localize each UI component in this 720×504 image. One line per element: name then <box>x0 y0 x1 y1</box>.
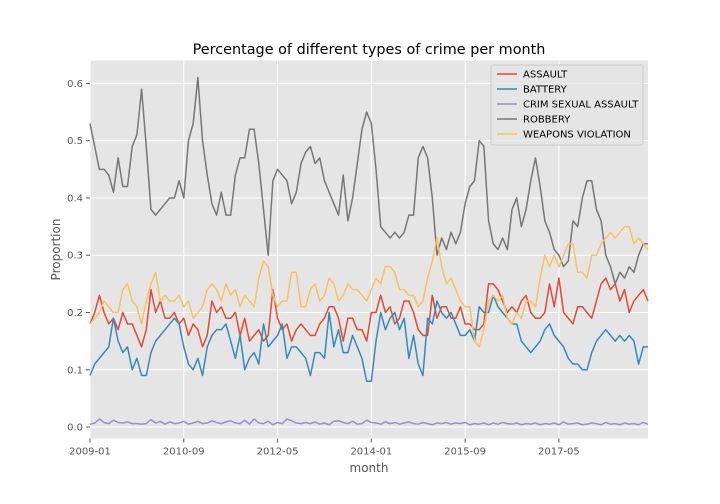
x-tick-label: 2015-09 <box>444 447 486 458</box>
legend-entry: ASSAULT <box>523 70 568 81</box>
x-tick-label: 2010-09 <box>163 447 205 458</box>
y-tick-label: 0.4 <box>67 193 83 204</box>
y-axis-label: Proportion <box>49 219 63 281</box>
x-tick-label: 2014-01 <box>350 447 392 458</box>
y-tick-label: 0.3 <box>67 251 83 262</box>
x-tick-label: 2017-05 <box>538 447 580 458</box>
series-layer <box>89 76 649 426</box>
series-line-weapons-violation <box>89 225 649 348</box>
series-line-crim-sexual-assault <box>89 418 649 426</box>
y-tick-label: 0.2 <box>67 308 83 319</box>
y-tick-label: 0.5 <box>67 136 83 147</box>
series-line-assault <box>89 277 649 348</box>
y-tick-label: 0.6 <box>67 79 83 90</box>
series-line-robbery <box>89 76 648 285</box>
y-tick-label: 0.1 <box>67 365 83 376</box>
x-axis: 2009-01 2010-09 2012-05 2014-01 2015-09 2017-… <box>69 438 580 458</box>
legend-entry: WEAPONS VIOLATION <box>523 130 631 141</box>
legend-entry: ROBBERY <box>523 115 571 126</box>
series-line-battery <box>89 294 648 382</box>
y-tick-label: 0.0 <box>67 423 83 434</box>
x-tick-label: 2009-01 <box>69 447 111 458</box>
y-axis: 0.0 0.1 0.2 0.3 0.4 0.5 0.6 <box>67 79 90 434</box>
chart-title: Percentage of different types of crime p… <box>193 42 546 58</box>
x-tick-label: 2012-05 <box>257 447 299 458</box>
legend-entry: CRIM SEXUAL ASSAULT <box>523 100 639 111</box>
legend-entry: BATTERY <box>523 85 568 96</box>
legend: ASSAULT BATTERY CRIM SEXUAL ASSAULT ROBBERY… <box>490 64 644 146</box>
x-axis-label: month <box>350 461 389 475</box>
legend-box <box>490 64 644 146</box>
